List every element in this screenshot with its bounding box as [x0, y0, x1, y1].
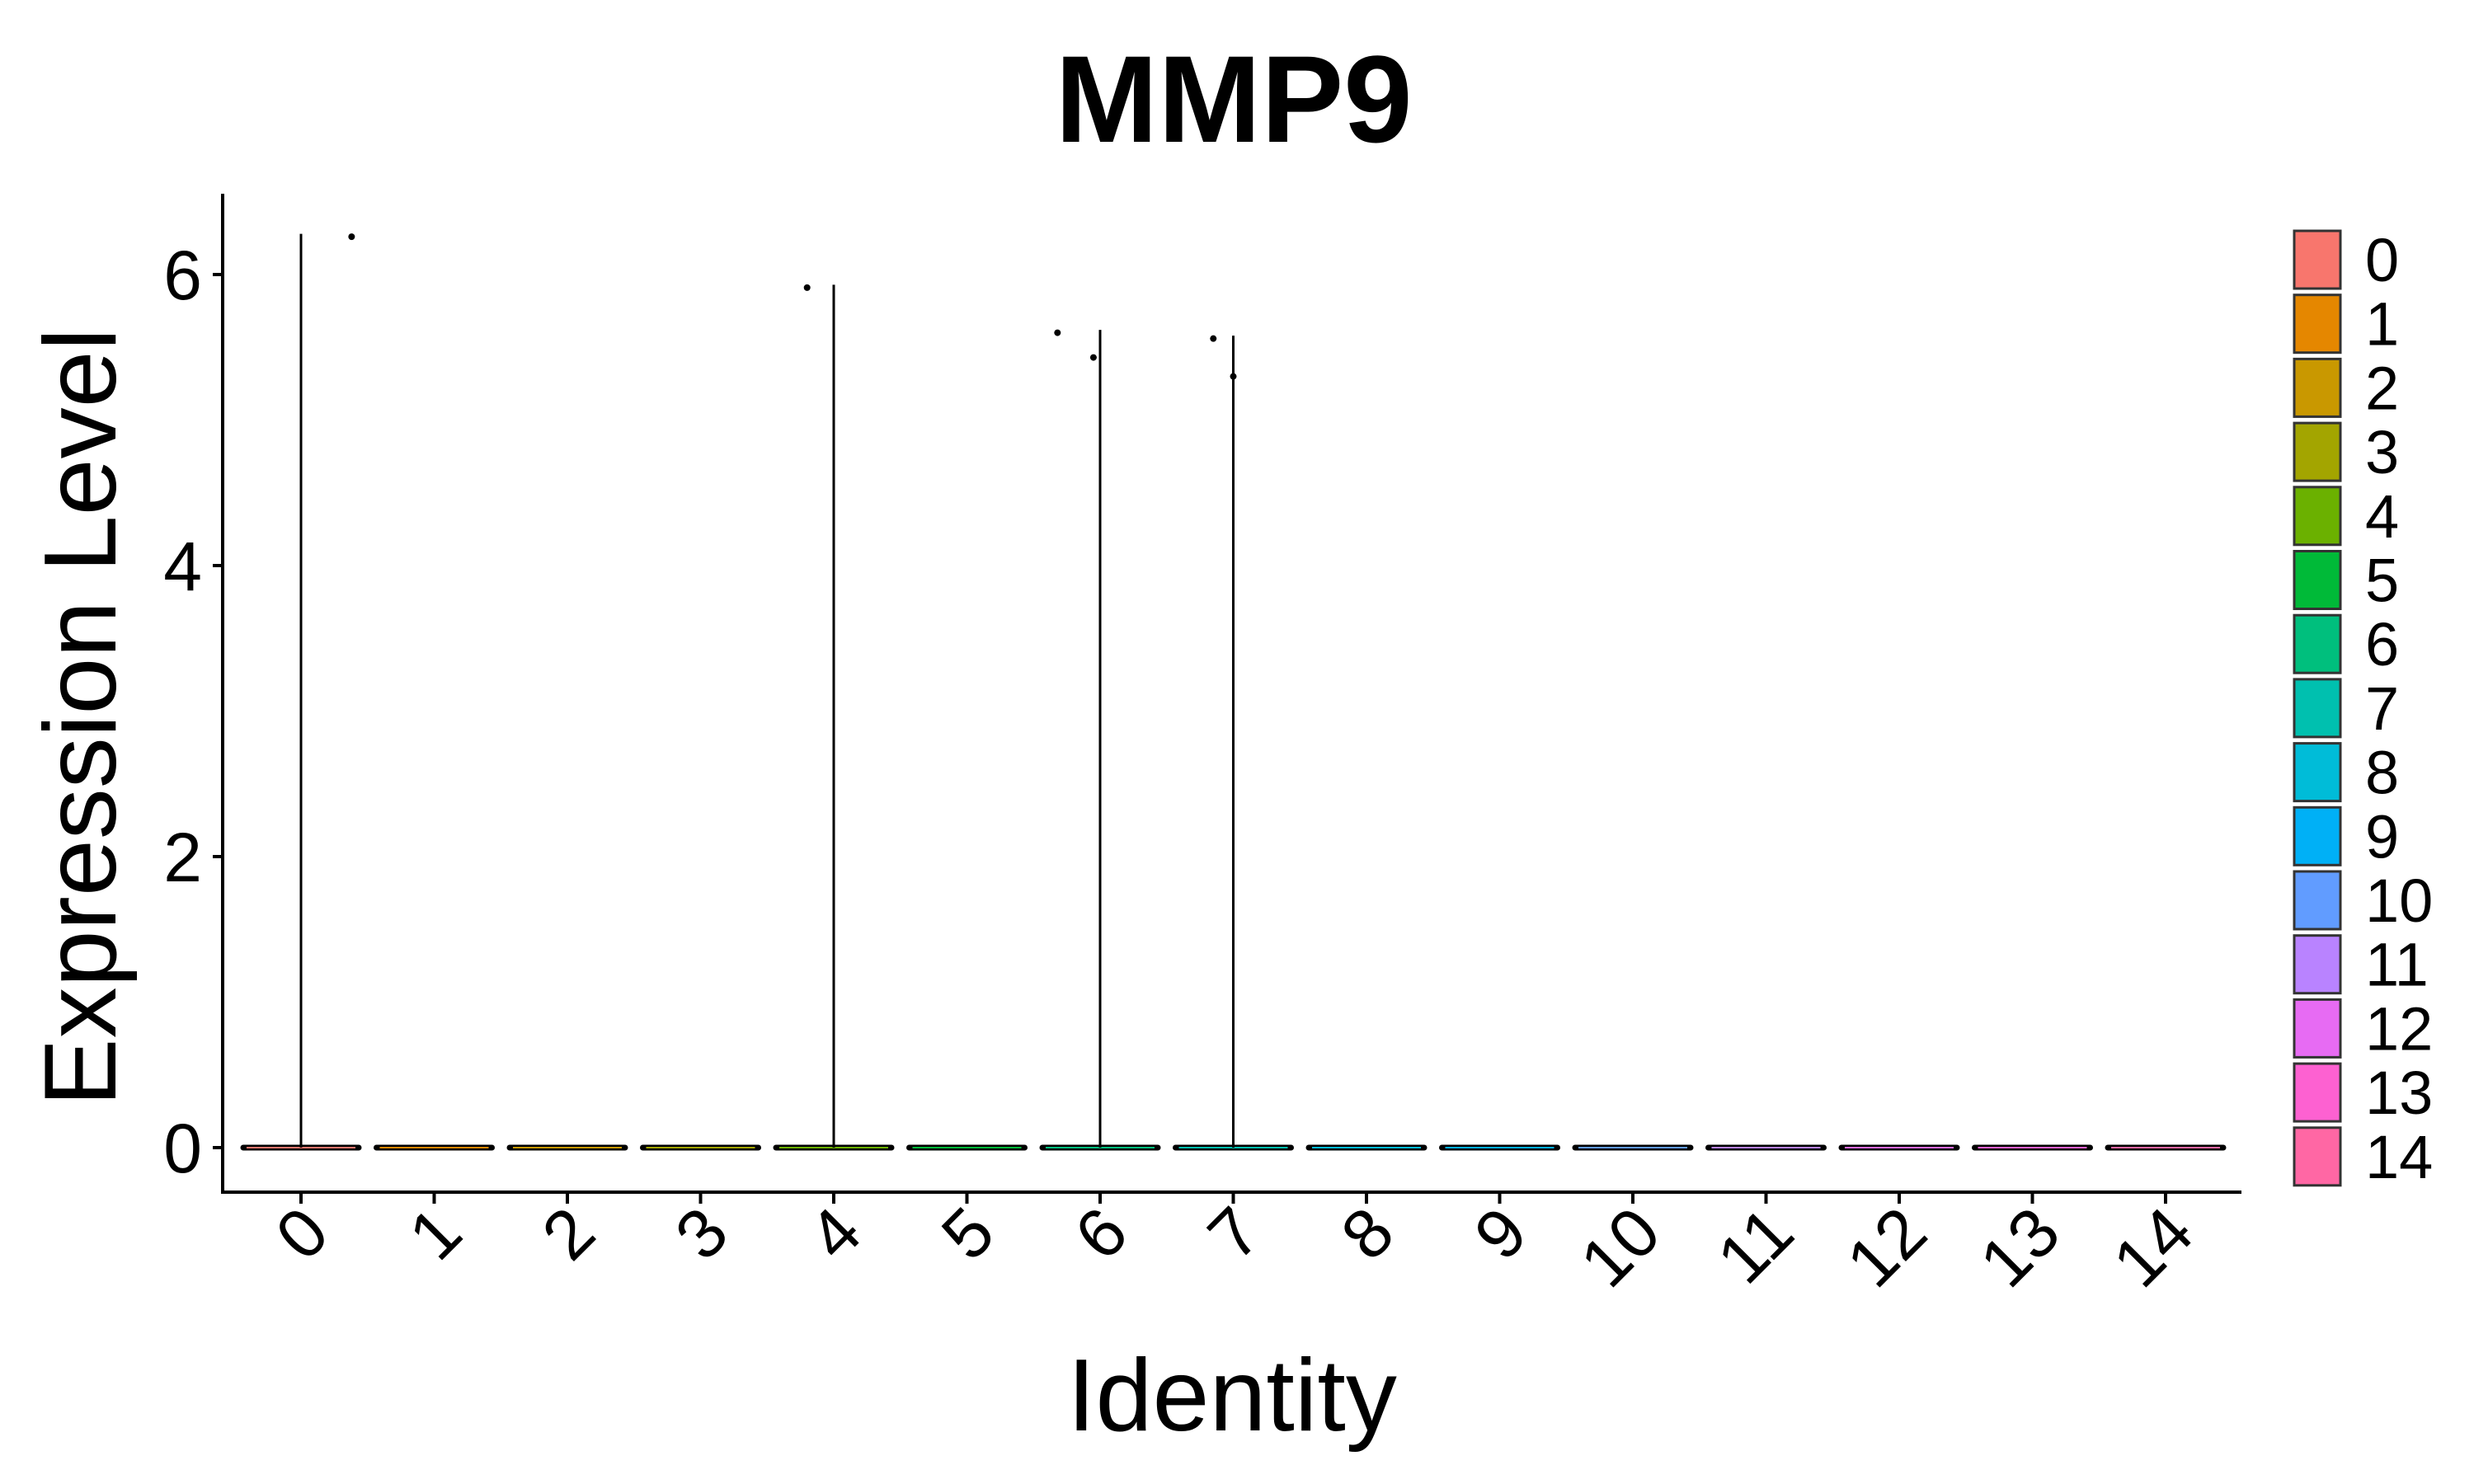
y-tick-label-6: 6 [163, 237, 202, 314]
x-tick-label-13: 13 [1965, 1192, 2075, 1302]
legend-key-8 [2293, 742, 2342, 803]
x-tick-label-1: 1 [394, 1192, 477, 1275]
y-axis-title: Expression Level [24, 328, 138, 1106]
legend-key-14 [2293, 1126, 2342, 1187]
y-tick-label-4: 4 [163, 528, 202, 605]
data-point-7-5 [1230, 373, 1237, 380]
legend-key-13 [2293, 1062, 2342, 1123]
legend-key-4 [2293, 486, 2342, 547]
x-tick-label-4: 4 [793, 1192, 876, 1275]
x-tick-label-3: 3 [661, 1192, 743, 1275]
legend-key-6 [2293, 613, 2342, 674]
legend-key-2 [2293, 357, 2342, 418]
legend-label-14: 14 [2365, 1123, 2433, 1191]
legend-key-1 [2293, 294, 2342, 355]
data-point-4-1 [803, 284, 811, 291]
x-tick-label-6: 6 [1060, 1192, 1142, 1275]
plot-area [240, 233, 2227, 1151]
x-tick-label-11: 11 [1702, 1192, 1808, 1298]
legend-key-0 [2293, 229, 2342, 290]
data-point-6-3 [1089, 354, 1097, 361]
x-tick-label-8: 8 [1326, 1192, 1409, 1275]
chart-title: MMP9 [1055, 30, 1412, 168]
violin-6 [1039, 330, 1161, 1151]
legend-key-5 [2293, 550, 2342, 610]
legend-key-12 [2293, 998, 2342, 1059]
violin-7 [1173, 336, 1294, 1151]
legend-label-11: 11 [2365, 931, 2429, 999]
legend-key-11 [2293, 934, 2342, 995]
legend-key-3 [2293, 421, 2342, 482]
data-point-7-4 [1210, 335, 1217, 342]
y-tick-label-0: 0 [163, 1110, 202, 1187]
legend-label-10: 10 [2365, 866, 2433, 935]
violin-0 [240, 233, 362, 1151]
data-point-0-0 [348, 233, 355, 241]
legend-label-12: 12 [2365, 994, 2433, 1063]
legend-key-10 [2293, 870, 2342, 931]
x-tick-label-12: 12 [1832, 1192, 1941, 1302]
x-tick-label-5: 5 [927, 1192, 1009, 1275]
legend-label-1: 1 [2365, 290, 2399, 359]
data-point-6-2 [1054, 329, 1061, 336]
legend-label-4: 4 [2365, 482, 2399, 551]
x-tick-label-9: 9 [1460, 1192, 1542, 1275]
y-axis-ticks: 0 2 4 6 [163, 237, 223, 1187]
legend-key-9 [2293, 805, 2342, 866]
legend-label-6: 6 [2365, 610, 2399, 679]
x-tick-label-10: 10 [1565, 1192, 1675, 1302]
legend-label-3: 3 [2365, 418, 2399, 486]
x-tick-label-0: 0 [261, 1192, 343, 1275]
legend-label-8: 8 [2365, 739, 2399, 807]
x-axis-ticks: 0 1 2 3 4 5 6 7 8 9 10 11 12 13 14 [261, 1192, 2208, 1302]
x-tick-label-7: 7 [1193, 1192, 1276, 1275]
legend-label-9: 9 [2365, 802, 2399, 871]
legend-label-5: 5 [2365, 547, 2399, 615]
legend-key-7 [2293, 678, 2342, 739]
violin-4 [773, 284, 895, 1151]
legend-label-0: 0 [2365, 226, 2399, 294]
x-axis-title: Identity [1067, 1339, 1397, 1453]
legend-label-13: 13 [2365, 1059, 2433, 1127]
x-tick-label-14: 14 [2098, 1192, 2208, 1302]
x-tick-label-2: 2 [527, 1192, 609, 1275]
y-tick-label-2: 2 [163, 819, 202, 896]
legend-label-7: 7 [2365, 674, 2399, 743]
legend-label-2: 2 [2365, 354, 2399, 422]
